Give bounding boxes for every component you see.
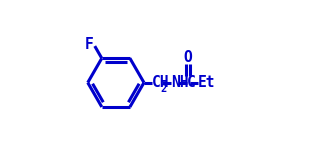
Text: C: C: [187, 75, 195, 90]
Text: F: F: [84, 37, 93, 52]
Text: Et: Et: [198, 75, 215, 90]
Text: O: O: [184, 50, 193, 65]
Text: CH: CH: [152, 75, 169, 90]
Text: 2: 2: [160, 84, 166, 93]
Text: NH: NH: [171, 75, 188, 90]
